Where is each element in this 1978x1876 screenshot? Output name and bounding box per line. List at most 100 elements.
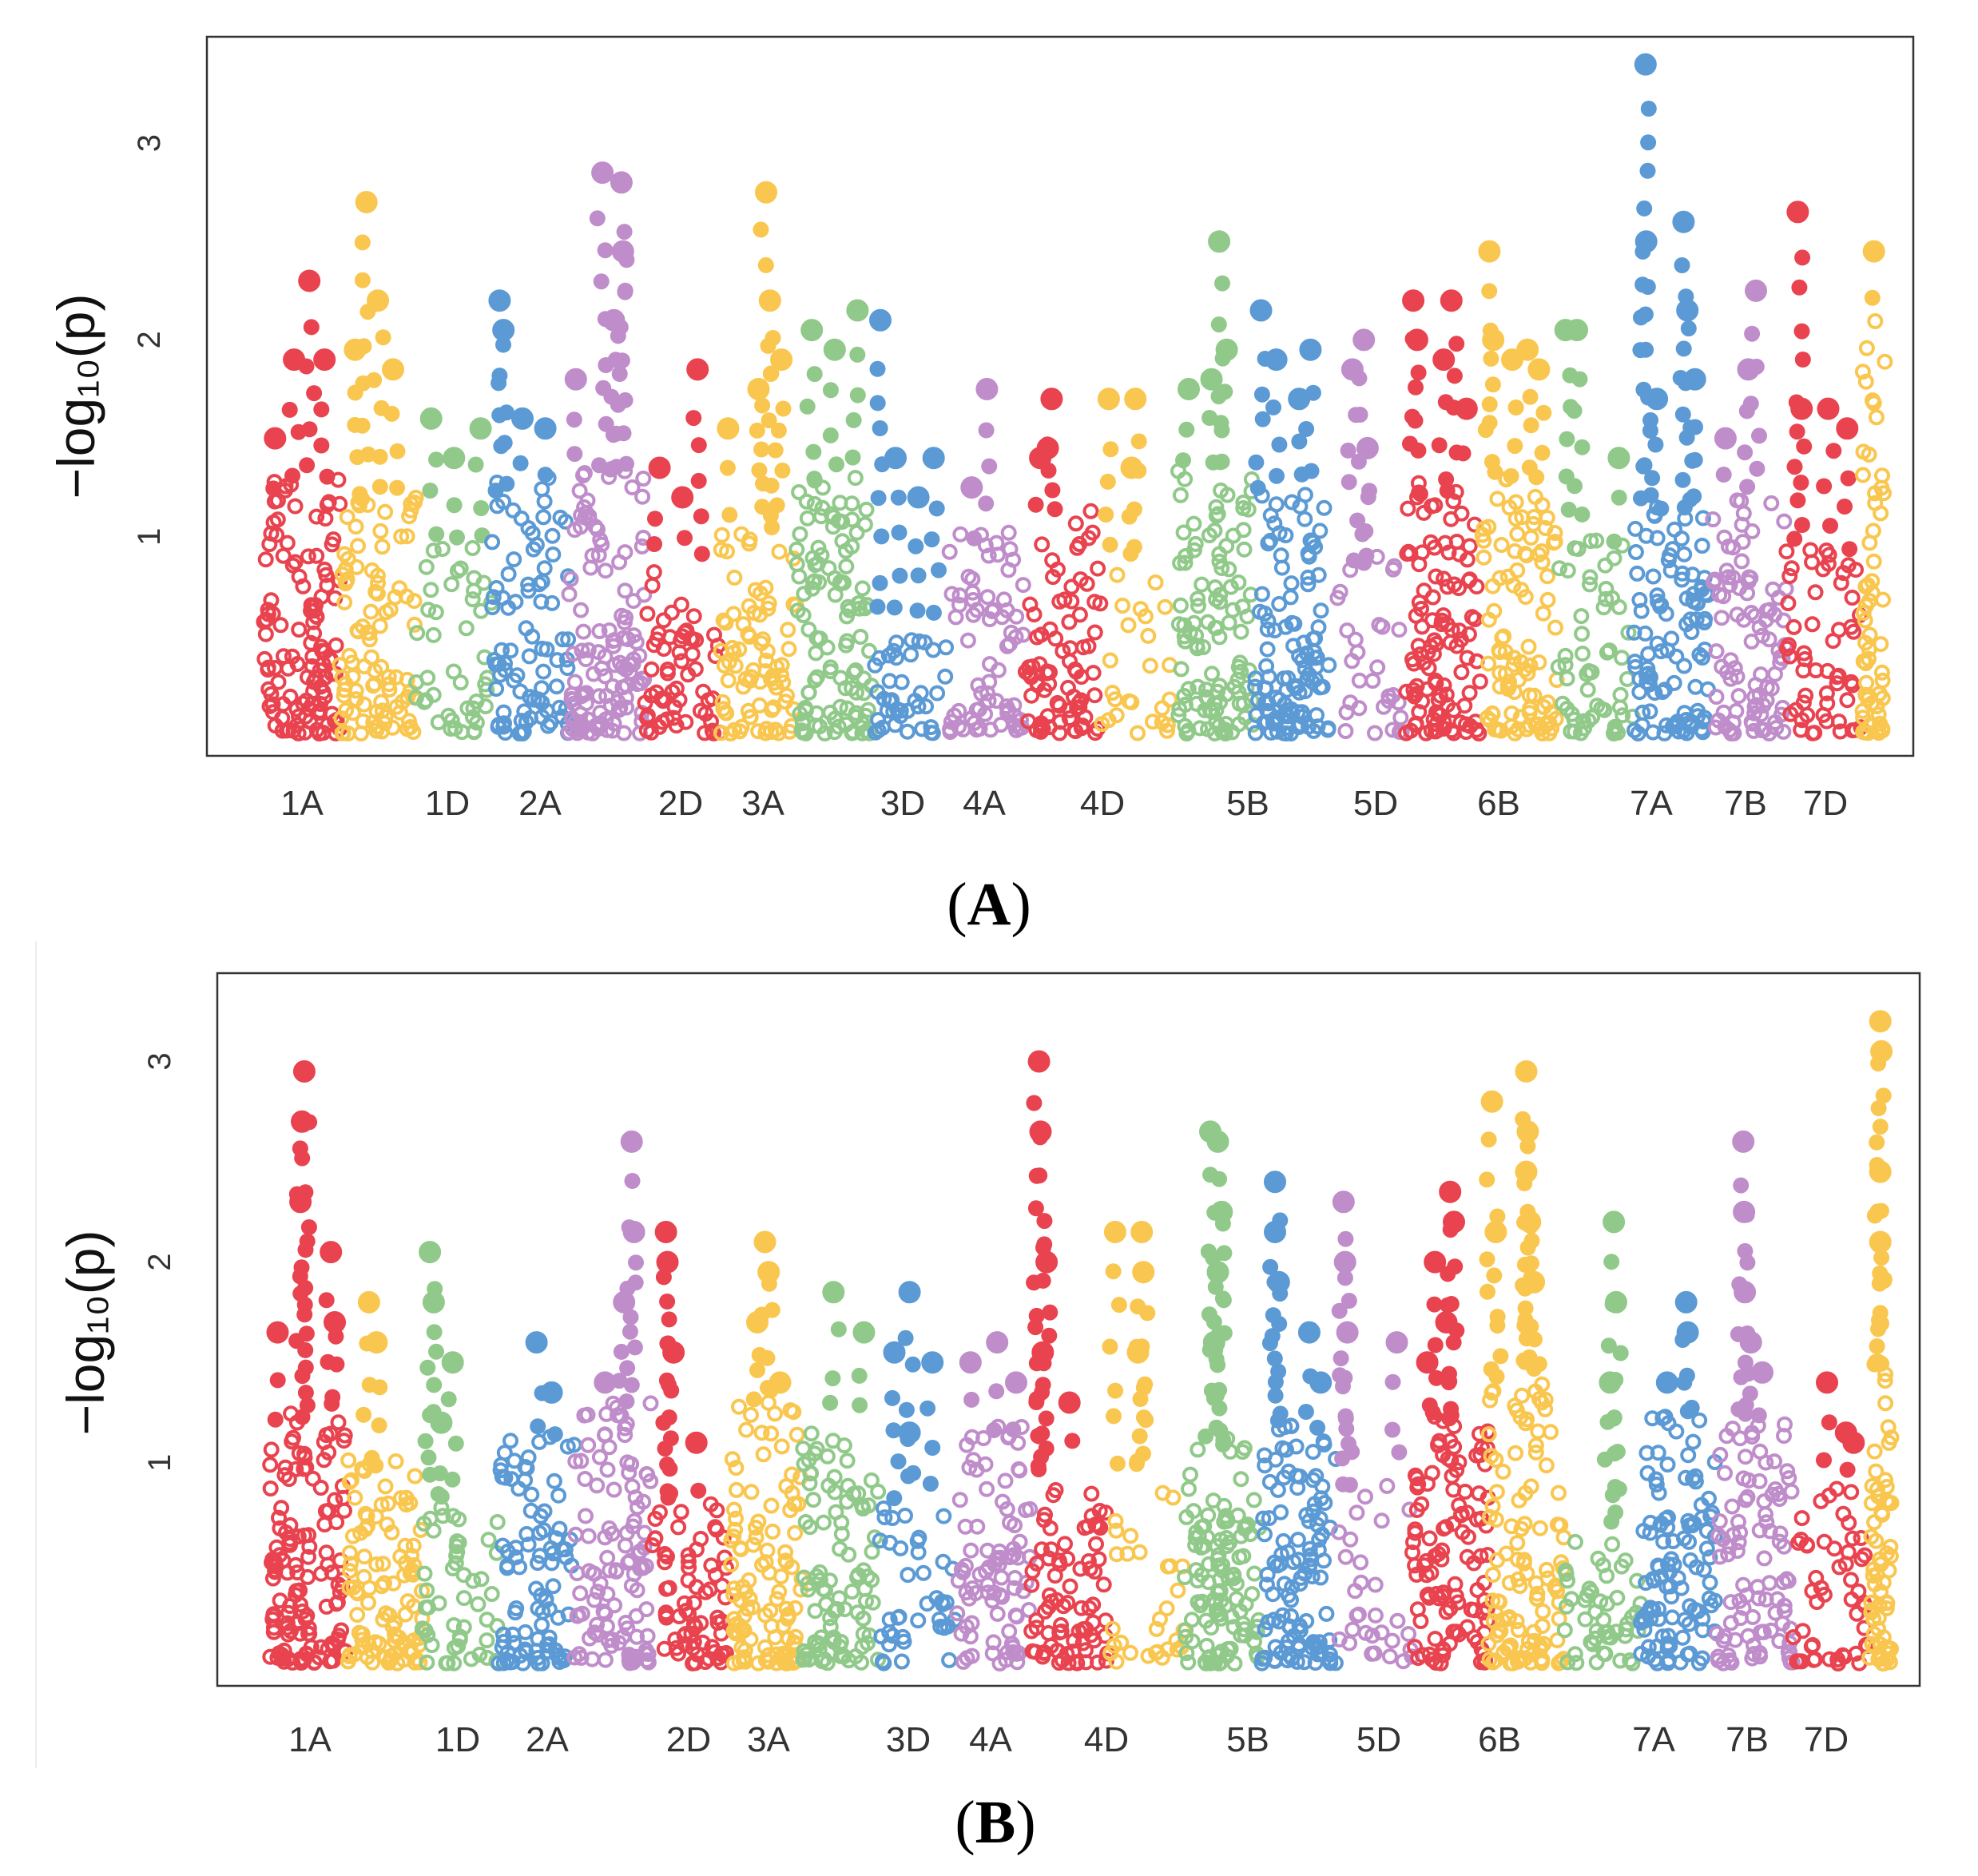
snp-point bbox=[1499, 1640, 1516, 1657]
snp-point bbox=[1858, 340, 1875, 356]
snp-point bbox=[1744, 1650, 1761, 1667]
snp-point bbox=[1369, 659, 1386, 676]
snp-point bbox=[1786, 531, 1803, 547]
snp-point bbox=[1503, 467, 1519, 484]
snp-point bbox=[1582, 576, 1598, 593]
snp-peak-point bbox=[1178, 378, 1200, 400]
chromosome-points-5b bbox=[1253, 1171, 1344, 1671]
snp-point bbox=[298, 1459, 315, 1476]
snp-point bbox=[1629, 565, 1646, 582]
snp-point bbox=[1653, 500, 1670, 517]
snp-point bbox=[1870, 706, 1887, 723]
snp-peak-point bbox=[441, 1351, 464, 1374]
snp-peak-point bbox=[1336, 1321, 1359, 1344]
snp-point bbox=[1007, 717, 1023, 734]
snp-point bbox=[324, 1395, 340, 1412]
snp-point bbox=[433, 1488, 450, 1505]
snp-point bbox=[978, 1563, 994, 1580]
snp-point bbox=[1458, 716, 1474, 733]
snp-point bbox=[1017, 663, 1034, 680]
snp-point bbox=[1231, 1549, 1248, 1566]
snp-point bbox=[1807, 584, 1824, 601]
snp-point bbox=[1424, 589, 1441, 606]
snp-point bbox=[1507, 511, 1524, 527]
snp-point bbox=[771, 1584, 788, 1600]
snp-point bbox=[1187, 535, 1204, 552]
snp-point bbox=[1794, 352, 1811, 368]
snp-point bbox=[1559, 562, 1576, 579]
snp-point bbox=[909, 1532, 926, 1549]
snp-point bbox=[294, 1368, 311, 1385]
snp-point bbox=[1878, 1479, 1895, 1495]
snp-point bbox=[661, 1580, 677, 1596]
snp-point bbox=[479, 682, 495, 698]
snp-point bbox=[1534, 1376, 1551, 1393]
snp-point bbox=[979, 685, 996, 702]
snp-point bbox=[1541, 714, 1558, 731]
snp-point bbox=[1106, 1408, 1122, 1425]
snp-point bbox=[579, 492, 596, 509]
snp-point bbox=[1211, 1171, 1228, 1187]
snp-point bbox=[886, 1490, 903, 1507]
snp-point bbox=[327, 1492, 344, 1508]
snp-point bbox=[1649, 1655, 1666, 1671]
snp-point bbox=[315, 684, 332, 701]
snp-point bbox=[1181, 1481, 1197, 1497]
snp-point bbox=[1260, 535, 1277, 551]
snp-point bbox=[1176, 628, 1193, 645]
snp-point bbox=[1297, 683, 1313, 700]
snp-point bbox=[535, 1522, 552, 1539]
snp-point bbox=[685, 1595, 702, 1612]
snp-point bbox=[447, 1435, 464, 1452]
snp-point bbox=[506, 551, 522, 568]
snp-point bbox=[451, 1534, 467, 1551]
snp-point bbox=[685, 1640, 701, 1656]
snp-peak-point bbox=[1208, 230, 1231, 253]
snp-point bbox=[736, 1608, 753, 1624]
snp-point bbox=[347, 1646, 363, 1663]
snp-point bbox=[852, 1397, 868, 1413]
snp-point bbox=[356, 1548, 373, 1565]
snp-point bbox=[1082, 1560, 1098, 1577]
snp-peak-point bbox=[1097, 388, 1120, 411]
chromosome-points-2b bbox=[561, 161, 653, 741]
snp-point bbox=[1762, 1622, 1779, 1639]
snp-peak-point bbox=[1523, 1270, 1546, 1294]
snp-point bbox=[753, 221, 769, 238]
snp-point bbox=[639, 707, 656, 724]
snp-point bbox=[1626, 624, 1642, 641]
snp-point bbox=[273, 1500, 290, 1516]
snp-point bbox=[738, 1421, 755, 1438]
snp-point bbox=[1739, 1254, 1756, 1271]
snp-point bbox=[611, 554, 628, 570]
snp-point bbox=[1047, 1568, 1063, 1584]
snp-point bbox=[1132, 601, 1149, 618]
chromosome-points-3d bbox=[872, 1281, 963, 1671]
snp-point bbox=[970, 677, 987, 694]
snp-point bbox=[1411, 484, 1428, 501]
snp-point bbox=[466, 570, 483, 586]
snp-point bbox=[769, 497, 785, 514]
snp-point bbox=[999, 638, 1015, 654]
x-tick-label-5b: 5B bbox=[1226, 1720, 1269, 1759]
snp-point bbox=[1642, 669, 1658, 686]
snp-peak-point bbox=[1870, 1039, 1893, 1063]
snp-point bbox=[1122, 1528, 1139, 1544]
snp-point bbox=[1428, 1586, 1445, 1602]
snp-point bbox=[1744, 1425, 1760, 1441]
snp-point bbox=[340, 550, 356, 567]
snp-point bbox=[1739, 479, 1756, 495]
snp-point bbox=[517, 1624, 534, 1640]
snp-point bbox=[918, 698, 934, 715]
snp-point bbox=[1492, 1348, 1509, 1365]
panel-b-label: (B) bbox=[955, 1789, 1035, 1856]
snp-point bbox=[1052, 713, 1068, 730]
snp-point bbox=[1550, 658, 1567, 675]
snp-point bbox=[428, 526, 445, 543]
snp-point bbox=[1257, 680, 1273, 697]
snp-point bbox=[833, 1526, 850, 1543]
snp-point bbox=[1734, 534, 1751, 550]
snp-point bbox=[727, 1521, 744, 1538]
snp-point bbox=[1786, 459, 1803, 475]
snp-peak-point bbox=[755, 181, 777, 204]
